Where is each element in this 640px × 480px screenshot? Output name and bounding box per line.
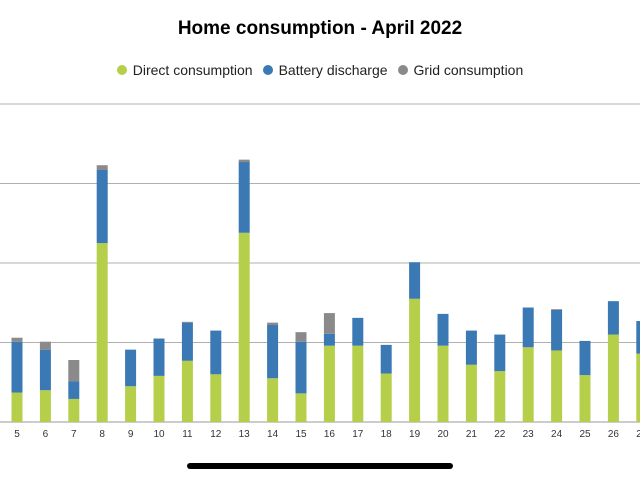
legend-label-direct: Direct consumption — [132, 62, 253, 78]
bar-segment-grid-8[interactable] — [96, 165, 108, 170]
bar-segment-battery-18[interactable] — [380, 344, 392, 374]
bar-segment-battery-11[interactable] — [181, 322, 193, 361]
bar-segment-direct-22[interactable] — [494, 371, 506, 422]
bar-segment-direct-10[interactable] — [153, 375, 165, 422]
bar-segment-direct-20[interactable] — [437, 345, 449, 422]
bar-segment-battery-16[interactable] — [323, 333, 335, 346]
bar-segment-direct-11[interactable] — [181, 360, 193, 422]
bar-segment-battery-20[interactable] — [437, 313, 449, 346]
bar-segment-grid-15[interactable] — [295, 332, 307, 342]
bar-segment-battery-25[interactable] — [579, 340, 591, 376]
bar-segment-direct-8[interactable] — [96, 243, 108, 422]
bar-segment-direct-5[interactable] — [11, 392, 23, 422]
x-tick-label: 25 — [579, 429, 591, 440]
bar-segment-direct-24[interactable] — [551, 350, 563, 422]
x-tick-label: 27 — [636, 429, 640, 440]
x-tick-label: 8 — [99, 429, 105, 440]
legend-item-direct[interactable]: Direct consumption — [116, 62, 253, 78]
x-tick-label: 16 — [324, 429, 336, 440]
bar-segment-direct-12[interactable] — [210, 374, 222, 422]
x-tick-label: 19 — [409, 429, 421, 440]
bar-segment-battery-24[interactable] — [551, 309, 563, 351]
x-tick-label: 24 — [551, 429, 563, 440]
x-tick-label: 10 — [153, 429, 165, 440]
x-tick-label: 15 — [295, 429, 307, 440]
bar-segment-battery-10[interactable] — [153, 338, 165, 376]
bar-segment-battery-23[interactable] — [522, 307, 534, 348]
bar-segment-grid-16[interactable] — [323, 313, 335, 334]
bar-segment-grid-7[interactable] — [68, 359, 80, 382]
legend-dot-grid-icon — [397, 65, 408, 75]
bar-segment-battery-9[interactable] — [125, 349, 137, 387]
bar-segment-direct-25[interactable] — [579, 375, 591, 422]
bar-segment-battery-6[interactable] — [39, 349, 51, 391]
bar-segment-direct-9[interactable] — [125, 386, 137, 422]
bar-segment-direct-23[interactable] — [522, 347, 534, 422]
bar-segment-direct-13[interactable] — [238, 232, 250, 422]
x-tick-label: 20 — [437, 429, 449, 440]
legend-label-grid: Grid consumption — [413, 62, 524, 78]
bar-segment-direct-7[interactable] — [68, 398, 80, 422]
bar-segment-grid-11[interactable] — [181, 321, 193, 323]
bar-segment-battery-8[interactable] — [96, 169, 108, 244]
x-tick-label: 21 — [466, 429, 478, 440]
bar-segment-battery-26[interactable] — [607, 301, 619, 335]
x-tick-label: 18 — [381, 429, 393, 440]
bar-segment-direct-26[interactable] — [607, 334, 619, 422]
x-tick-label: 26 — [608, 429, 620, 440]
x-tick-label: 5 — [14, 429, 20, 440]
bar-segment-direct-21[interactable] — [465, 364, 477, 422]
bar-segment-battery-13[interactable] — [238, 162, 250, 233]
bar-segment-battery-15[interactable] — [295, 341, 307, 394]
bar-segment-direct-27[interactable] — [636, 353, 640, 422]
bar-segment-battery-27[interactable] — [636, 321, 640, 354]
legend-label-battery: Battery discharge — [278, 62, 388, 78]
bar-segment-direct-14[interactable] — [267, 378, 279, 422]
bar-segment-direct-6[interactable] — [39, 390, 51, 422]
bar-segment-direct-19[interactable] — [409, 298, 421, 422]
bar-segment-battery-17[interactable] — [352, 317, 364, 346]
bar-segment-battery-22[interactable] — [494, 334, 506, 372]
x-tick-label: 6 — [43, 429, 49, 440]
x-tick-label: 17 — [352, 429, 364, 440]
x-tick-label: 13 — [239, 429, 251, 440]
bar-segment-battery-7[interactable] — [68, 381, 80, 399]
bar-segment-grid-13[interactable] — [238, 159, 250, 163]
x-tick-label: 23 — [523, 429, 535, 440]
x-tick-label: 9 — [128, 429, 134, 440]
x-tick-label: 22 — [494, 429, 506, 440]
bar-segment-grid-5[interactable] — [11, 337, 23, 342]
bar-segment-battery-21[interactable] — [465, 330, 477, 365]
bar-segment-battery-5[interactable] — [11, 341, 23, 393]
x-tick-label: 11 — [182, 429, 193, 440]
legend-dot-battery-icon — [262, 65, 273, 75]
bar-segment-direct-18[interactable] — [380, 373, 392, 422]
bar-segment-battery-19[interactable] — [409, 262, 421, 299]
home-indicator[interactable] — [187, 463, 453, 469]
legend-item-grid[interactable]: Grid consumption — [397, 62, 524, 78]
bar-segment-direct-15[interactable] — [295, 393, 307, 422]
bar-segment-battery-12[interactable] — [210, 330, 222, 375]
bar-segment-direct-16[interactable] — [323, 345, 335, 422]
legend-dot-direct-icon — [116, 65, 127, 75]
chart-title: Home consumption - April 2022 — [177, 18, 463, 39]
bar-segment-battery-14[interactable] — [267, 325, 279, 379]
x-tick-label: 14 — [267, 429, 279, 440]
legend-item-battery[interactable]: Battery discharge — [262, 62, 388, 78]
bar-segment-direct-17[interactable] — [352, 345, 364, 422]
bar-segment-grid-14[interactable] — [267, 322, 279, 326]
x-tick-label: 12 — [210, 429, 222, 440]
bar-segment-grid-24[interactable] — [551, 309, 563, 310]
chart-legend: Direct consumption Battery discharge Gri… — [0, 62, 640, 78]
x-tick-label: 7 — [71, 429, 77, 440]
bar-segment-grid-6[interactable] — [39, 341, 51, 350]
